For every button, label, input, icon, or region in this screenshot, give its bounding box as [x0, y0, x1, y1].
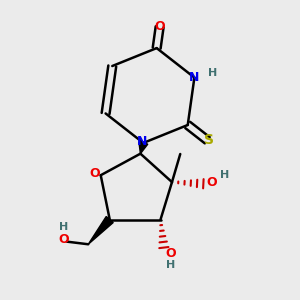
Polygon shape	[88, 217, 113, 244]
Text: H: H	[220, 170, 230, 181]
Text: O: O	[154, 20, 165, 33]
Text: O: O	[89, 167, 100, 180]
Text: H: H	[208, 68, 217, 78]
Text: O: O	[58, 233, 69, 247]
Text: H: H	[167, 260, 176, 270]
Text: O: O	[206, 176, 217, 189]
Text: N: N	[189, 71, 200, 84]
Text: S: S	[204, 133, 214, 147]
Text: O: O	[166, 247, 176, 260]
Text: H: H	[59, 222, 68, 233]
Polygon shape	[139, 142, 148, 154]
Text: N: N	[136, 135, 147, 148]
